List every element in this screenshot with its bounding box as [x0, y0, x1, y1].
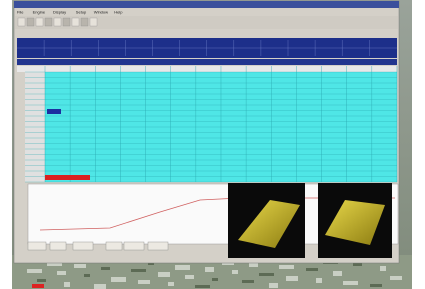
aerial-block [205, 267, 214, 272]
menu-item: Setup [76, 9, 87, 14]
aerial-block [37, 279, 46, 282]
table-title-bar [17, 59, 397, 65]
screenshot: File Engine Display Setup Window Help [0, 0, 425, 289]
column-header [17, 66, 397, 72]
aerial-block [212, 278, 218, 281]
tool-button [45, 18, 52, 26]
tool-button [63, 18, 70, 26]
button [73, 242, 93, 250]
button [106, 242, 122, 250]
aerial-block [333, 271, 342, 276]
aerial-block [306, 268, 318, 271]
menu-bar [15, 9, 398, 15]
aerial-block [343, 281, 358, 285]
aerial-block [168, 282, 174, 286]
toolbar-buttons [18, 18, 97, 26]
title-bar [14, 1, 399, 8]
aerial-block [370, 284, 382, 287]
tool-button [36, 18, 43, 26]
aerial-block [138, 280, 150, 284]
aerial-block [158, 272, 170, 277]
aerial-block [316, 278, 322, 283]
aerial-block [84, 274, 90, 277]
aerial-block [175, 265, 190, 270]
aerial-block [27, 269, 42, 273]
aerial-block [185, 275, 194, 279]
aerial-block [279, 265, 294, 269]
tool-button [72, 18, 79, 26]
selected-cell [47, 109, 61, 114]
menu-item: Help [114, 9, 123, 14]
aerial-block [64, 282, 70, 287]
tool-button [81, 18, 88, 26]
aerial-block [259, 273, 274, 276]
aerial-block [390, 276, 402, 280]
aerial-block [353, 263, 362, 266]
aerial-block [232, 270, 238, 274]
aerial-block [195, 285, 210, 288]
aerial-block [269, 283, 278, 288]
aerial-block [101, 267, 110, 270]
tool-button [54, 18, 61, 26]
menu-item: Window [94, 9, 108, 14]
button [28, 242, 46, 250]
menu-item: File [17, 9, 24, 14]
aerial-block [74, 264, 86, 268]
button [148, 242, 168, 250]
page: FileEngineDisplaySetupWindowHelp (() => … [0, 0, 425, 289]
menu-item: Display [53, 9, 66, 14]
aerial-block [111, 277, 126, 282]
aerial-block [242, 280, 254, 283]
aerial-block [94, 284, 106, 289]
aerial-block [249, 263, 258, 267]
tool-button [90, 18, 97, 26]
button [124, 242, 144, 250]
aerial-block [380, 266, 386, 271]
aerial-block [131, 269, 146, 272]
aerial-block [57, 271, 66, 275]
marker [32, 284, 44, 288]
menu-item: Engine [33, 9, 46, 14]
button [50, 242, 66, 250]
tool-button [18, 18, 25, 26]
aerial-block [286, 276, 298, 281]
highlight-cell [45, 175, 90, 180]
tool-button [27, 18, 34, 26]
